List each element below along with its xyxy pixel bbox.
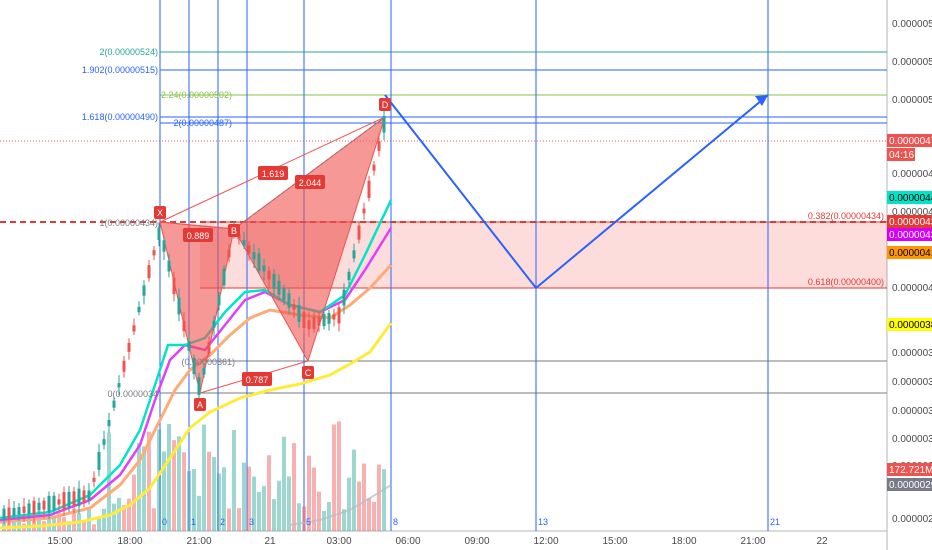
point-a: A [194,398,206,411]
fib-label-2-upper: 2(0.00000524) [99,47,158,57]
fib-label-2-lower: 2(0.00000487) [173,118,232,128]
candles [2,110,386,526]
x-tick-label: 03:00 [326,536,351,547]
harmonic-bcd [233,115,386,363]
y-tick-label: 0.00000500 [892,95,932,106]
fib-label-224: 2.24(0.00000502) [161,90,232,100]
pattern-bd-dashed [233,116,386,230]
y-tick-label: 0.00000320 [892,434,932,445]
time-axis-ticks: 15:00 18:00 21:00 21 03:00 06:00 09:00 12:00 15:… [47,536,828,547]
price-tag: 0.00000418 [887,246,932,259]
svg-text:0.00000447: 0.00000447 [889,193,932,204]
y-tick-label: 0.00000350 [892,377,932,388]
price-tag: 172.721M [887,463,932,476]
y-tick-label: 0.00000540 [892,19,932,30]
ratio-tag-0787: 0.787 [242,372,272,386]
svg-text:C: C [305,368,312,378]
price-tag: 0.00000380 [887,318,932,331]
svg-text:0.00000432: 0.00000432 [889,230,932,241]
pattern-xb-line [159,221,235,230]
tz-num-8: 8 [393,517,398,527]
ma-orange [0,263,393,524]
x-tick-label: 18:00 [671,536,696,547]
projection-path [384,94,769,290]
tz-num-3: 3 [249,517,254,527]
point-x: X [154,206,166,219]
svg-text:0.00000418: 0.00000418 [889,248,932,259]
svg-text:D: D [382,100,389,110]
price-tag: 04:16 [887,148,915,161]
price-tag: 0.00000432 [887,228,932,241]
tz-num-5: 5 [306,517,311,527]
svg-text:0.00000296: 0.00000296 [889,480,932,491]
price-tag: 0.00000447 [887,191,932,204]
price-tags: 0.0000047804:160.000004470.000004340.000… [887,134,932,491]
svg-text:0.787: 0.787 [246,375,269,385]
x-tick-label: 21:00 [740,536,765,547]
tz-num-0: 0 [162,517,167,527]
ratio-tag-0889: 0.889 [183,228,213,242]
x-tick-label: 09:00 [464,536,489,547]
x-tick-label: 06:00 [395,536,420,547]
fib-label-0382: 0.382(0.00000434) [808,211,884,221]
svg-text:04:16: 04:16 [889,150,914,161]
svg-text:172.721M: 172.721M [889,465,932,476]
svg-text:A: A [197,400,203,410]
svg-text:X: X [157,208,163,218]
point-b: B [228,224,240,237]
y-tick-label: 0.00000365 [892,348,932,359]
x-tick-label: 12:00 [533,536,558,547]
x-tick-label: 22 [816,536,828,547]
svg-text:2.044: 2.044 [299,178,322,188]
x-tick-label: 15:00 [47,536,72,547]
point-d: D [379,98,391,111]
point-c: C [302,366,314,379]
tz-num-21: 21 [770,517,780,527]
svg-text:1.619: 1.619 [262,169,285,179]
price-tag: 0.00000296 [887,478,932,491]
x-tick-label: 15:00 [602,536,627,547]
y-tick-label: 0.00000520 [892,57,932,68]
y-tick-label: 0.00000279 [892,514,932,525]
harmonic-xab [159,221,235,394]
y-tick-label: 0.00000460 [892,169,932,180]
tz-num-2: 2 [220,517,225,527]
ratio-tag-1619: 1.619 [258,166,288,180]
projection-arrowhead [755,95,768,106]
svg-text:B: B [231,226,237,236]
x-tick-label: 21 [264,536,276,547]
svg-text:0.00000380: 0.00000380 [889,320,932,331]
fib-label-0: 0(0.0000034 [107,389,158,399]
price-axis-ticks: 0.000005400.000005200.000005000.00000480… [892,19,932,525]
x-tick-label: 18:00 [117,536,142,547]
price-tag: 0.00000478 [887,134,932,147]
y-tick-label: 0.00000400 [892,283,932,294]
ma-yellow [0,322,393,530]
tz-num-13: 13 [538,517,548,527]
price-tag: 0.00000434 [887,215,932,228]
y-tick-label: 0.00000335 [892,406,932,417]
fib-label-0618: 0.618(0.00000400) [808,277,884,287]
y-tick-label: 0.00000440 [892,207,932,218]
svg-text:0.889: 0.889 [187,231,210,241]
svg-text:0.00000478: 0.00000478 [889,136,932,147]
svg-text:0.00000434: 0.00000434 [889,217,932,228]
fib-label-1902: 1.902(0.00000515) [82,65,158,75]
ma-gray [289,484,392,526]
x-tick-label: 21:00 [186,536,211,547]
tz-num-1: 1 [191,517,196,527]
fib-label-1: 1(0.00000434) [99,218,158,228]
ratio-tag-2044: 2.044 [295,175,325,189]
volume-bars [2,421,386,531]
fib-label-1618: 1.618(0.00000490) [82,112,158,122]
fib-label-0361: (0.00000361) [181,357,235,367]
